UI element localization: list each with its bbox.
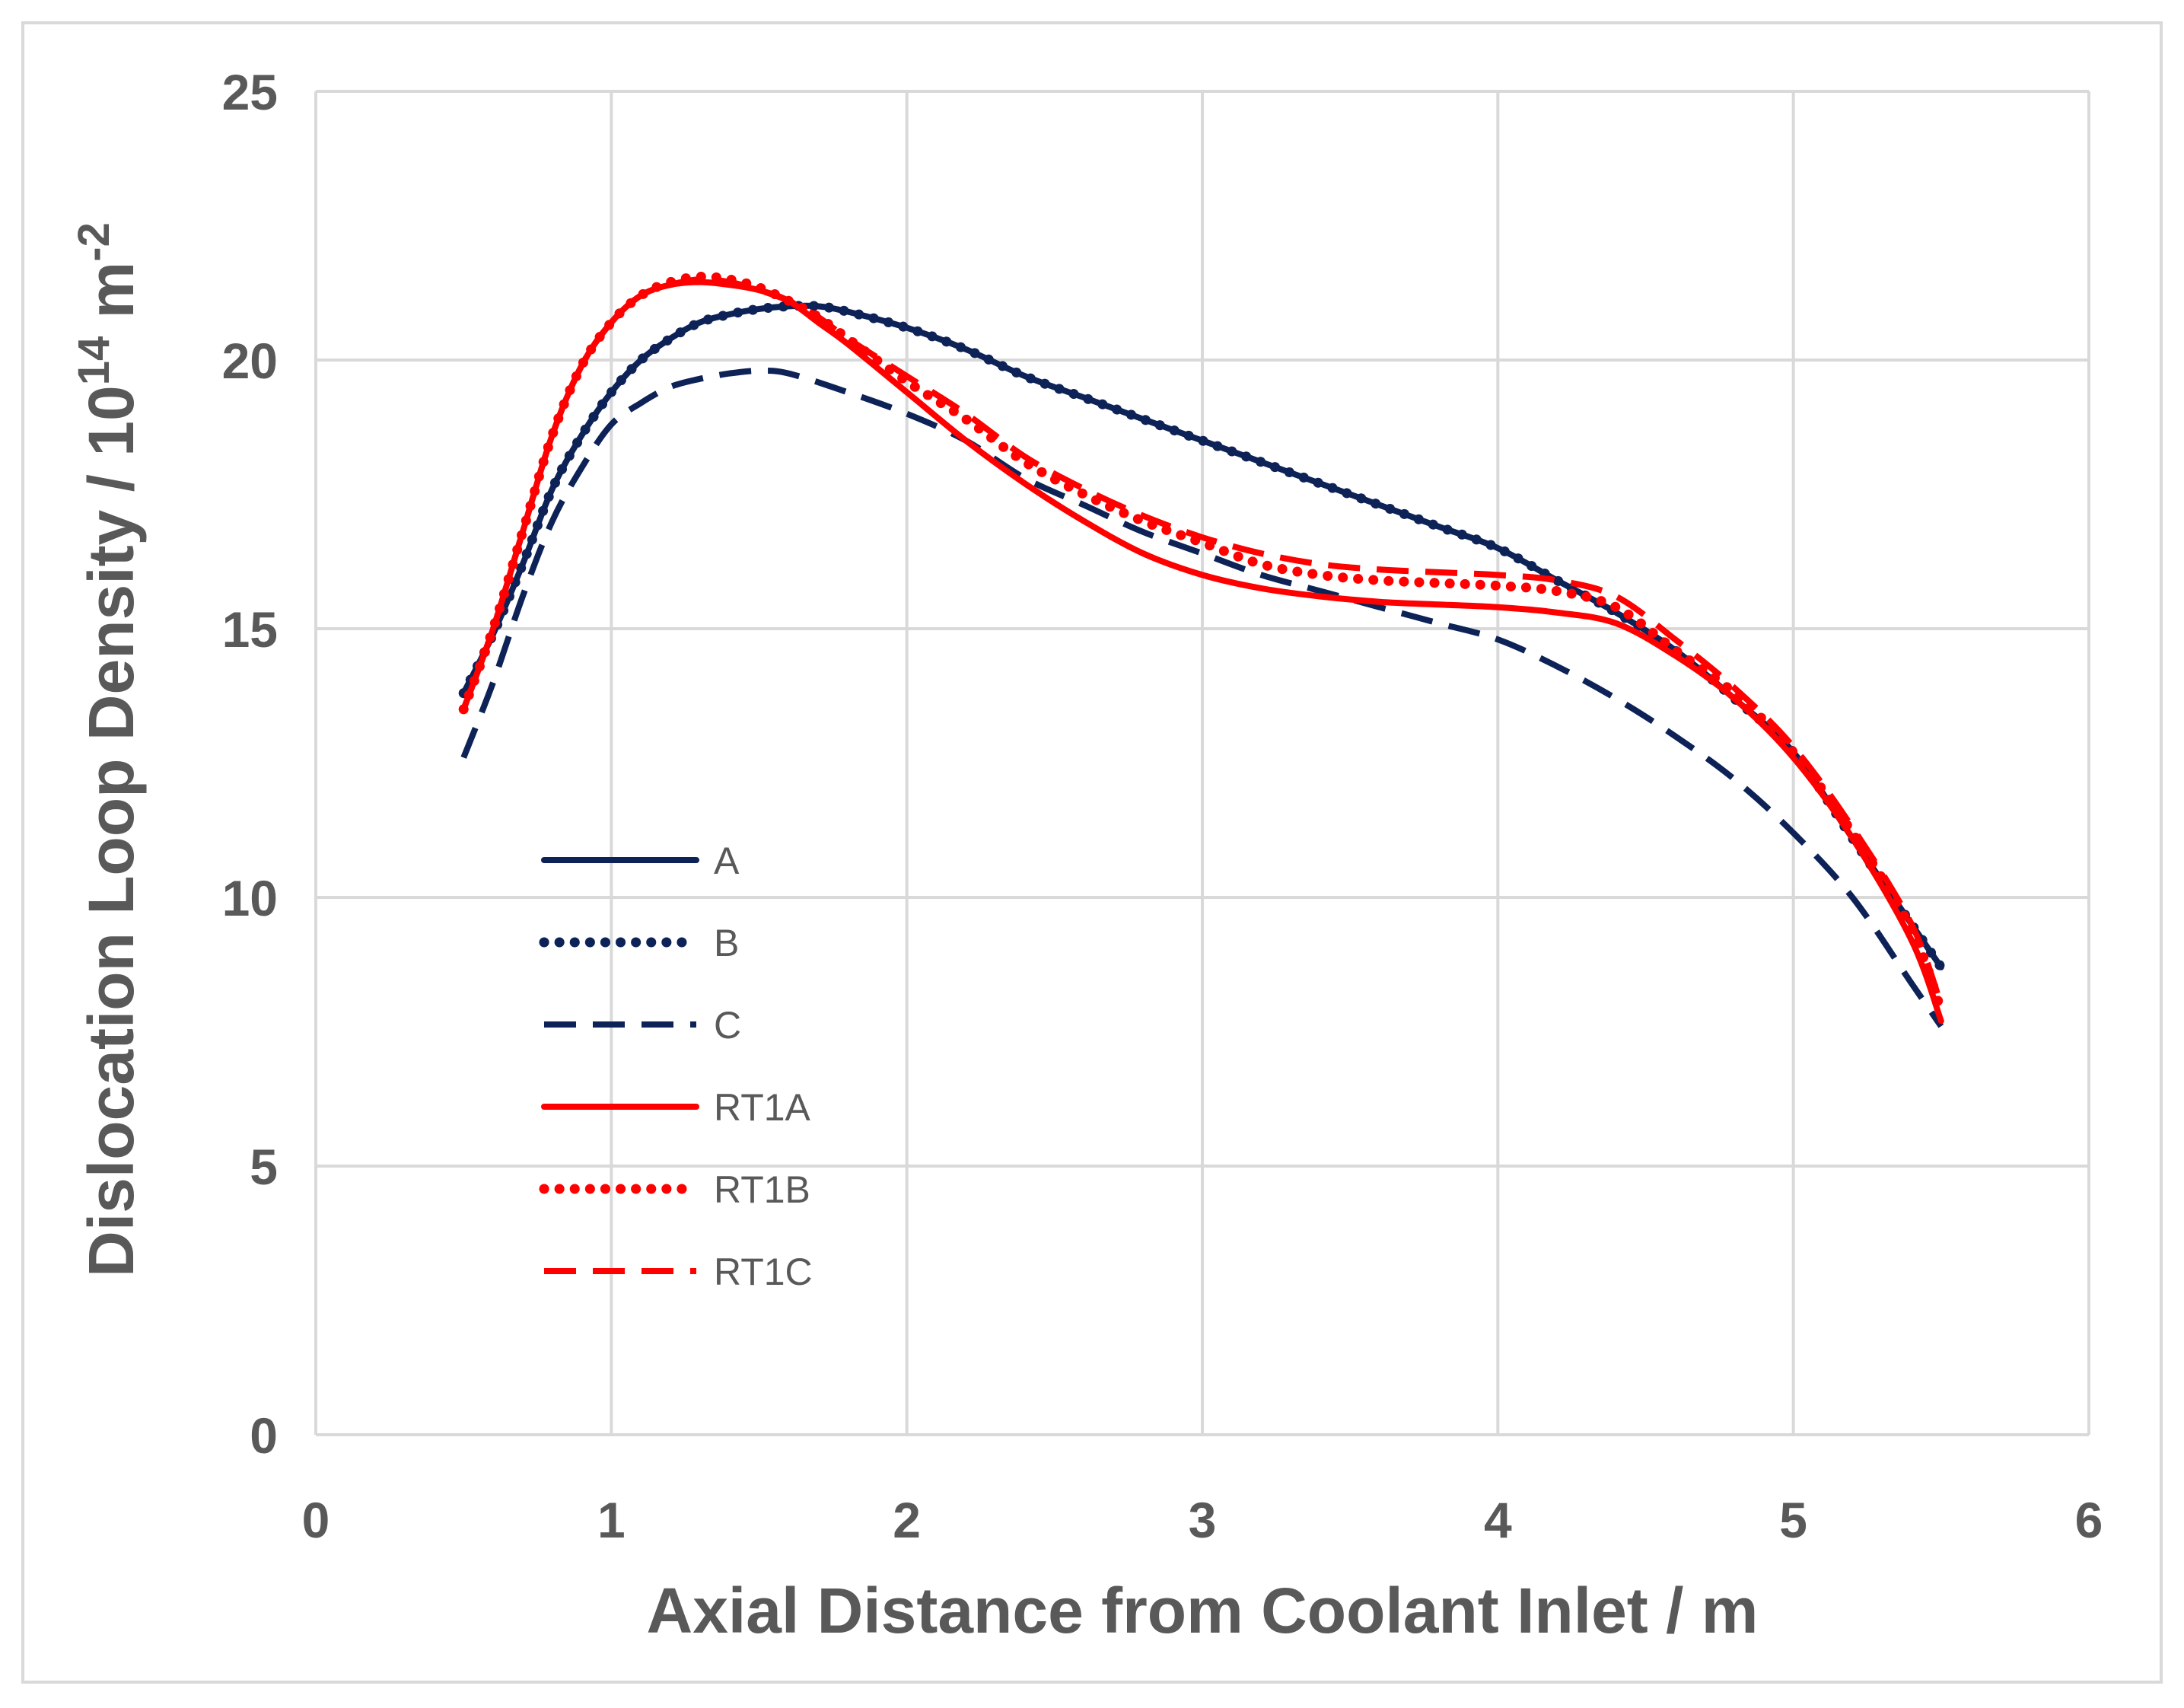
y-axis-title: Dislocation Loop Density / 1014 m-2 xyxy=(69,222,147,1277)
legend-label-b: B xyxy=(714,922,739,964)
series-line-c xyxy=(460,367,1944,1028)
x-tick-label: 5 xyxy=(1779,1492,1807,1548)
y-tick-label: 10 xyxy=(222,870,278,926)
legend-label-c: C xyxy=(714,1004,741,1047)
legend-label-rt1c: RT1C xyxy=(714,1251,813,1293)
legend-entry-rt1b: RT1B xyxy=(539,1168,810,1211)
legend-entry-b: B xyxy=(539,922,739,964)
x-tick-labels: 0 1 2 3 4 5 6 xyxy=(302,1492,2103,1548)
x-tick-label: 0 xyxy=(302,1492,330,1548)
y-tick-label: 15 xyxy=(222,601,278,658)
y-axis-title-main: Dislocation Loop Density / 10 xyxy=(75,385,147,1277)
y-axis-title-unit-exponent: -2 xyxy=(69,222,119,262)
x-tick-label: 6 xyxy=(2075,1492,2103,1548)
x-tick-label: 1 xyxy=(597,1492,626,1548)
legend-entry-rt1c: RT1C xyxy=(544,1251,813,1293)
y-tick-label: 0 xyxy=(250,1407,278,1464)
series xyxy=(458,271,1947,1028)
legend-label-rt1b: RT1B xyxy=(714,1168,810,1211)
x-tick-label: 2 xyxy=(893,1492,921,1548)
chart-border xyxy=(21,21,2163,1684)
y-axis-title-exponent: 14 xyxy=(69,336,119,386)
y-tick-labels: 0 5 10 15 20 25 xyxy=(222,64,278,1464)
axes xyxy=(314,91,2089,1436)
legend-label-rt1a: RT1A xyxy=(714,1086,811,1129)
x-axis-title: Axial Distance from Coolant Inlet / m xyxy=(647,1575,1759,1646)
grid xyxy=(316,90,2090,1435)
y-tick-label: 5 xyxy=(250,1139,278,1195)
x-tick-label: 4 xyxy=(1484,1492,1512,1548)
legend: ABC RT1A RT1B RT1C xyxy=(539,840,813,1293)
legend-label-a: A xyxy=(714,840,740,882)
legend-entry-a: A xyxy=(541,840,740,882)
y-tick-label: 25 xyxy=(222,64,278,120)
y-axis-title-unit: m xyxy=(75,262,147,336)
legend-entry-c: C xyxy=(544,1004,741,1047)
x-tick-label: 3 xyxy=(1189,1492,1217,1548)
series-line-rt1c xyxy=(460,276,1944,1006)
y-tick-label: 20 xyxy=(222,333,278,389)
legend-entry-rt1a: RT1A xyxy=(541,1086,811,1129)
